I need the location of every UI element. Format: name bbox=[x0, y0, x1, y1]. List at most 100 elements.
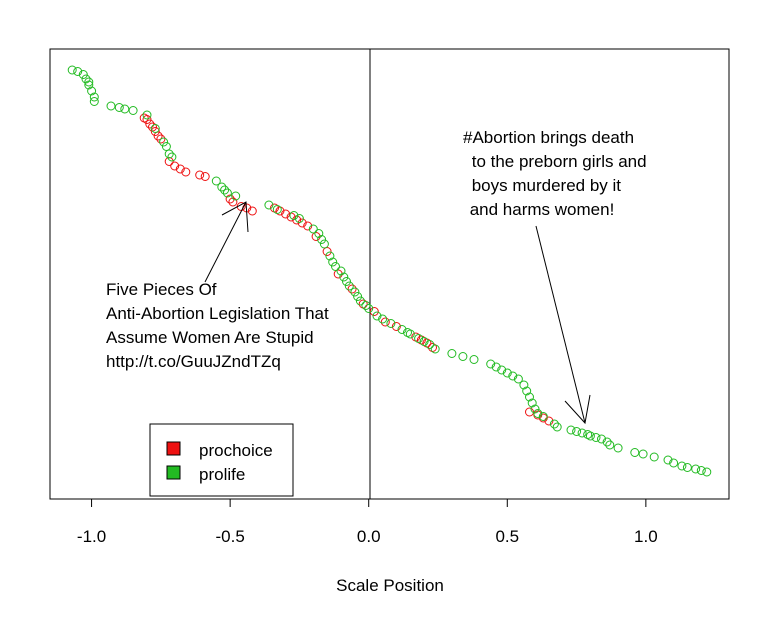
data-point-prolife bbox=[491, 362, 501, 372]
data-point-prolife bbox=[73, 67, 83, 76]
data-point-prochoice bbox=[164, 157, 174, 166]
data-point-prochoice bbox=[195, 170, 205, 180]
annotation-prolife-line-3: boys murdered by it bbox=[467, 176, 621, 195]
data-point-prolife bbox=[630, 448, 640, 457]
data-point-prolife bbox=[372, 311, 382, 321]
data-point-prochoice bbox=[247, 206, 257, 216]
x-axis: -1.0 -0.5 0.0 0.5 1.0 bbox=[77, 498, 658, 546]
data-point-prolife bbox=[691, 464, 701, 474]
data-point-prochoice bbox=[303, 221, 313, 231]
legend: prochoice prolife bbox=[149, 423, 294, 497]
data-point-prolife bbox=[355, 296, 365, 306]
data-point-prochoice bbox=[150, 127, 160, 136]
annotation-prochoice-line-4: http://t.co/GuuJZndTZq bbox=[106, 352, 281, 371]
data-point-prochoice bbox=[145, 119, 155, 129]
data-point-prolife bbox=[84, 80, 94, 90]
data-point-prolife bbox=[89, 97, 99, 106]
data-point-prochoice bbox=[281, 209, 291, 219]
data-point-prolife bbox=[317, 235, 327, 244]
data-point-prolife bbox=[342, 277, 351, 286]
data-point-prolife bbox=[222, 188, 232, 198]
data-point-prolife bbox=[605, 440, 615, 450]
data-point-prolife bbox=[591, 433, 601, 442]
annotation-prochoice-line-1: Five Pieces Of bbox=[106, 280, 217, 299]
data-point-prolife bbox=[458, 352, 468, 361]
data-point-prochoice bbox=[170, 161, 180, 171]
annotation-prochoice-arrow bbox=[204, 201, 247, 283]
data-point-prolife bbox=[522, 386, 532, 396]
annotation-prolife-line-1: #Abortion brings death bbox=[463, 128, 634, 147]
data-point-prolife bbox=[597, 434, 606, 444]
annotation-prolife-line-2: to the preborn girls and bbox=[467, 152, 647, 171]
data-point-prolife bbox=[583, 430, 593, 439]
data-point-prochoice bbox=[380, 317, 390, 327]
data-point-prochoice bbox=[156, 134, 166, 144]
data-point-prolife bbox=[414, 334, 424, 343]
data-point-prolife bbox=[331, 262, 340, 271]
data-point-prolife bbox=[220, 185, 230, 195]
data-point-prolife bbox=[364, 304, 374, 313]
legend-box bbox=[149, 423, 294, 497]
annotation-prolife-arrow bbox=[535, 225, 586, 424]
data-point-prolife bbox=[264, 200, 274, 210]
data-point-prochoice bbox=[275, 206, 285, 216]
data-point-prolife bbox=[308, 224, 318, 234]
data-point-prolife bbox=[669, 458, 679, 468]
data-point-prolife bbox=[159, 137, 169, 147]
data-point-prolife bbox=[289, 211, 299, 220]
data-point-prolife bbox=[702, 467, 712, 477]
data-point-prolife bbox=[150, 124, 160, 133]
legend-swatch-prochoice bbox=[166, 441, 181, 456]
data-point-prolife bbox=[386, 319, 396, 328]
data-point-prochoice bbox=[297, 218, 307, 228]
x-tick-label: -0.5 bbox=[215, 527, 244, 546]
annotation-prolife: #Abortion brings death to the preborn gi… bbox=[463, 128, 647, 425]
data-point-prolife bbox=[577, 428, 587, 438]
annotation-prochoice: Five Pieces Of Anti-Abortion Legislation… bbox=[106, 201, 329, 371]
data-point-prolife bbox=[566, 425, 576, 435]
data-point-prochoice bbox=[525, 407, 534, 417]
data-point-prolife bbox=[502, 368, 512, 378]
data-point-prolife bbox=[508, 371, 518, 381]
data-point-prolife bbox=[519, 380, 529, 390]
data-point-prolife bbox=[336, 266, 346, 276]
data-point-prolife bbox=[533, 409, 543, 418]
data-point-prolife bbox=[419, 337, 429, 346]
data-point-prochoice bbox=[544, 416, 554, 426]
data-point-prolife bbox=[344, 281, 354, 291]
data-point-prochoice bbox=[200, 172, 210, 181]
data-point-prolife bbox=[87, 86, 97, 96]
annotation-prolife-arrowhead bbox=[564, 394, 591, 425]
data-point-prolife bbox=[339, 272, 349, 282]
data-point-prolife bbox=[211, 176, 221, 186]
legend-label-prochoice: prochoice bbox=[199, 441, 273, 460]
data-point-prolife bbox=[682, 463, 692, 472]
data-point-prochoice bbox=[428, 343, 437, 352]
data-point-prolife bbox=[696, 466, 706, 475]
data-point-prolife bbox=[164, 149, 174, 159]
x-tick-label: 1.0 bbox=[634, 527, 658, 546]
x-tick-label: 0.0 bbox=[357, 527, 381, 546]
data-point-prolife bbox=[106, 101, 116, 111]
data-point-prolife bbox=[78, 70, 88, 79]
data-point-prolife bbox=[89, 92, 99, 102]
data-point-prolife bbox=[361, 301, 371, 310]
data-point-prolife bbox=[486, 359, 496, 369]
data-point-prolife bbox=[81, 74, 91, 84]
annotation-prochoice-arrowhead bbox=[221, 201, 249, 233]
data-point-prochoice bbox=[369, 307, 379, 316]
data-point-prolife bbox=[114, 103, 124, 112]
data-point-prolife bbox=[677, 461, 687, 471]
data-points bbox=[67, 65, 712, 477]
data-point-prolife bbox=[525, 392, 534, 402]
data-point-prolife bbox=[217, 182, 227, 192]
data-point-prolife bbox=[272, 205, 282, 214]
legend-swatch-prolife bbox=[166, 465, 181, 480]
data-point-prolife bbox=[649, 452, 659, 462]
data-point-prolife bbox=[84, 77, 94, 87]
data-point-prolife bbox=[350, 287, 360, 297]
data-point-prolife bbox=[572, 427, 582, 436]
data-point-prolife bbox=[328, 257, 338, 267]
data-point-prolife bbox=[319, 239, 329, 249]
data-point-prochoice bbox=[228, 197, 238, 207]
